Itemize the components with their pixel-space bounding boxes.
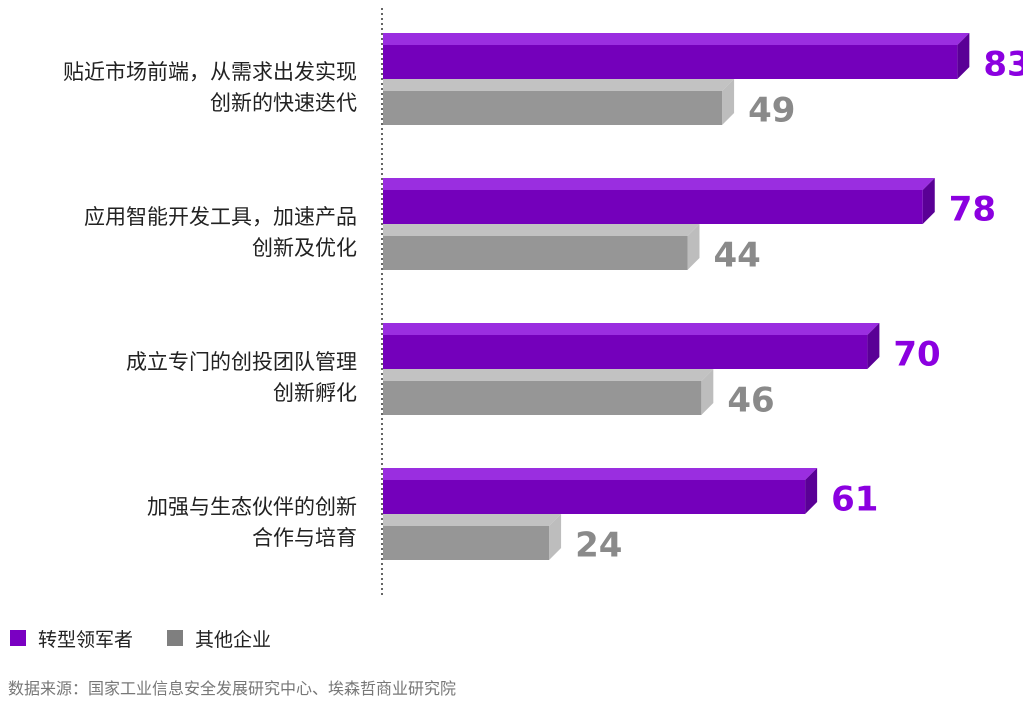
bar-side-face	[922, 178, 935, 224]
bar-top-face	[383, 369, 714, 381]
bar-chart: 83 49 78 44 70 46 61 24	[381, 8, 1023, 596]
source-note: 数据来源：国家工业信息安全发展研究中心、埃森哲商业研究院	[8, 679, 457, 698]
data-label: 70	[893, 335, 940, 375]
bar-side-face	[549, 514, 562, 560]
legend-swatch-series-2	[167, 630, 184, 646]
category-label-line: 创新的快速迭代	[210, 91, 357, 115]
data-label: 24	[575, 526, 622, 566]
legend-item-series-1: 转型领军者	[10, 625, 133, 652]
bar-side-face	[867, 323, 880, 369]
legend-swatch-series-1	[10, 630, 26, 646]
legend-label-series-2: 其他企业	[195, 628, 272, 651]
category-label-line: 加强与生态伙伴的创新	[147, 495, 357, 519]
bar-side-face	[687, 224, 700, 270]
bar-front-face	[383, 45, 958, 79]
category-label: 加强与生态伙伴的创新合作与培育	[0, 492, 357, 554]
bar-leader: 78	[383, 178, 996, 230]
category-label: 成立专门的创投团队管理创新孵化	[0, 347, 357, 409]
bar-leader: 70	[383, 323, 941, 375]
category-label-line: 应用智能开发工具，加速产品	[84, 205, 357, 229]
bar-front-face	[383, 381, 702, 415]
bar-top-face	[383, 224, 700, 236]
category-label: 应用智能开发工具，加速产品创新及优化	[0, 202, 357, 264]
category-label-line: 贴近市场前端，从需求出发实现	[63, 60, 357, 84]
bar-leader: 61	[383, 468, 878, 520]
data-label: 61	[831, 480, 878, 520]
data-label: 83	[983, 45, 1023, 85]
category-label-line: 成立专门的创投团队管理	[126, 350, 357, 374]
bar-top-face	[383, 178, 935, 190]
legend: 转型领军者 其他企业	[10, 625, 305, 652]
bar-front-face	[383, 190, 923, 224]
category-label-line: 创新及优化	[252, 236, 357, 260]
bar-side-face	[957, 33, 970, 79]
bar-front-face	[383, 236, 688, 270]
bar-leader: 83	[383, 33, 1023, 85]
bar-other: 49	[383, 79, 795, 131]
data-label: 44	[713, 236, 760, 276]
bar-side-face	[701, 369, 714, 415]
bar-front-face	[383, 91, 723, 125]
legend-item-series-2: 其他企业	[167, 625, 271, 652]
bar-front-face	[383, 480, 806, 514]
category-label: 贴近市场前端，从需求出发实现创新的快速迭代	[0, 57, 357, 119]
bar-side-face	[722, 79, 735, 125]
category-label-line: 创新孵化	[273, 381, 357, 405]
bar-other: 44	[383, 224, 761, 276]
bar-side-face	[805, 468, 818, 514]
bar-front-face	[383, 526, 550, 560]
data-label: 78	[949, 190, 996, 230]
bar-top-face	[383, 514, 562, 526]
category-label-line: 合作与培育	[252, 526, 357, 550]
data-label: 46	[727, 381, 774, 421]
bar-other: 46	[383, 369, 775, 421]
legend-label-series-1: 转型领军者	[38, 628, 134, 651]
bar-front-face	[383, 335, 868, 369]
bar-other: 24	[383, 514, 622, 566]
data-label: 49	[748, 91, 795, 131]
bar-top-face	[383, 79, 735, 91]
bar-top-face	[383, 323, 880, 335]
bar-top-face	[383, 33, 970, 45]
bar-top-face	[383, 468, 818, 480]
